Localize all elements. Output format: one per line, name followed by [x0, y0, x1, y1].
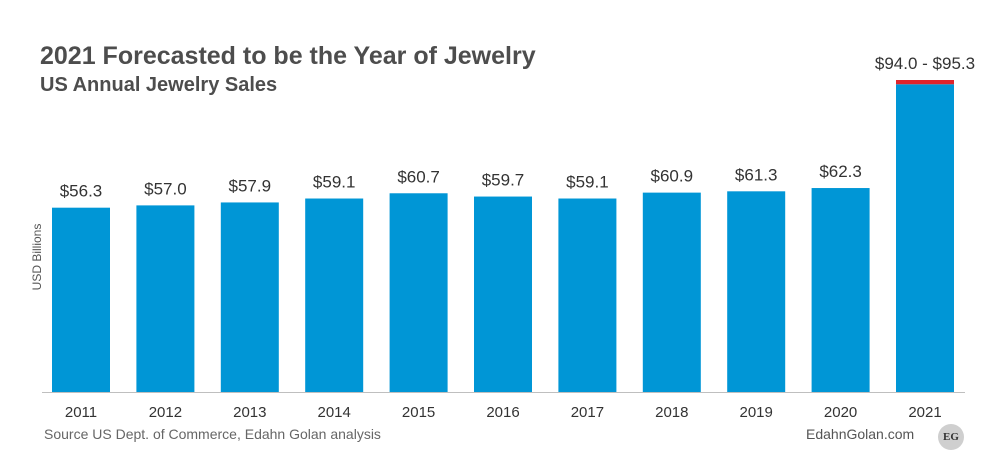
forecast-range-marker	[896, 80, 954, 85]
data-label-2012: $57.0	[144, 179, 187, 198]
data-label-2020: $62.3	[819, 162, 862, 181]
bar-2021	[896, 84, 954, 392]
x-tick-2019: 2019	[740, 404, 773, 421]
bar-2015	[389, 193, 448, 392]
bar-2011	[52, 207, 110, 392]
bar-2013	[220, 202, 279, 392]
chart-subtitle: US Annual Jewelry Sales	[40, 74, 278, 96]
x-tick-2021: 2021	[908, 404, 941, 421]
x-tick-2012: 2012	[149, 404, 182, 421]
data-label-2019: $61.3	[735, 165, 778, 184]
bar-2012	[136, 205, 195, 392]
data-label-2014: $59.1	[313, 173, 356, 192]
data-label-2017: $59.1	[566, 173, 609, 192]
x-tick-2020: 2020	[824, 404, 857, 421]
x-tick-2013: 2013	[233, 404, 266, 421]
bar-2019	[727, 191, 786, 392]
data-label-2011: $56.3	[60, 182, 103, 201]
data-label-2016: $59.7	[482, 171, 525, 190]
bar-2018	[642, 192, 701, 392]
data-label-2021: $94.0 - $95.3	[875, 54, 975, 73]
logo-badge: EG	[938, 424, 964, 450]
bar-2020	[811, 188, 870, 392]
site-link[interactable]: EdahnGolan.com	[806, 426, 915, 442]
x-tick-2018: 2018	[655, 404, 688, 421]
bar-2017	[558, 198, 617, 392]
source-note: Source US Dept. of Commerce, Edahn Golan…	[44, 426, 381, 442]
chart-title: 2021 Forecasted to be the Year of Jewelr…	[40, 42, 536, 70]
x-tick-2015: 2015	[402, 404, 435, 421]
x-tick-2011: 2011	[65, 404, 97, 421]
bar-2014	[305, 198, 364, 392]
data-label-2013: $57.9	[229, 176, 272, 195]
x-tick-2017: 2017	[571, 404, 604, 421]
y-axis-label: USD Billions	[30, 224, 44, 291]
data-label-2018: $60.9	[651, 167, 694, 186]
data-label-2015: $60.7	[397, 167, 440, 186]
bar-2016	[474, 196, 532, 392]
x-tick-2016: 2016	[486, 404, 519, 421]
x-tick-2014: 2014	[318, 404, 351, 421]
